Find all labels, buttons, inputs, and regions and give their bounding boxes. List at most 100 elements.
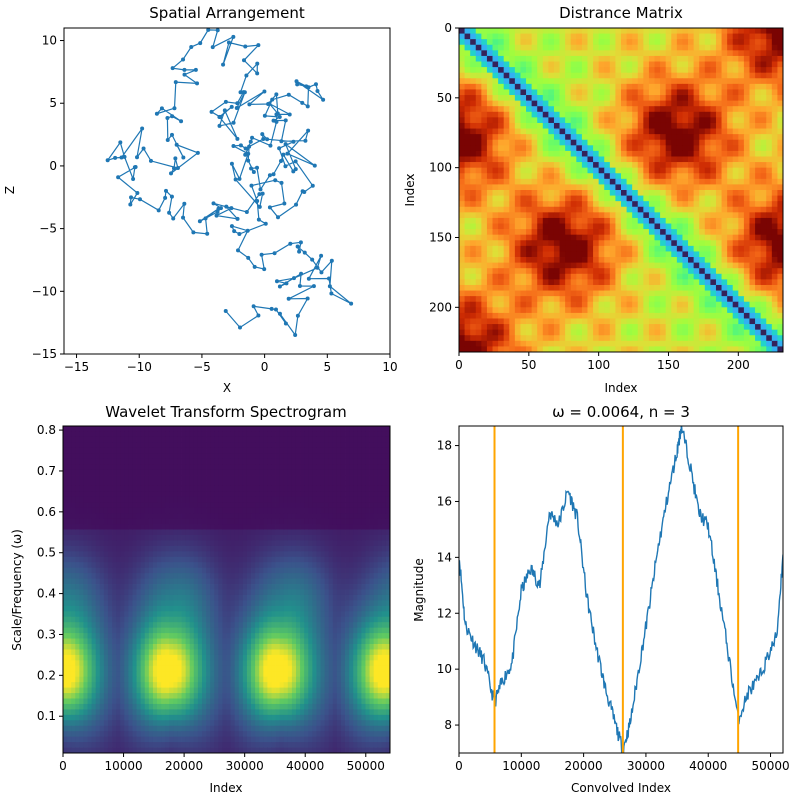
matrix-cell [520,195,527,202]
spectrogram-cell [144,513,150,520]
matrix-cell [570,67,577,74]
matrix-cell [654,268,661,275]
spectrogram-cell [365,431,370,438]
spectrogram-cell [234,431,240,438]
spectrogram-cell [71,442,76,449]
matrix-cell [598,195,605,202]
spectrogram-cell [316,491,321,498]
matrix-cell [531,178,538,185]
matrix-cell [665,106,672,113]
spectrogram-cell [267,464,272,470]
matrix-cell [570,346,577,352]
y-tick-label: 10 [42,34,57,48]
matrix-cell [520,296,527,303]
matrix-cell [526,234,533,241]
matrix-cell [732,111,739,118]
matrix-cell [464,234,471,241]
spectrogram-cell [132,480,137,487]
matrix-cell [470,206,477,213]
matrix-cell [587,72,594,79]
spectrogram-cell [283,436,289,443]
chain-point [141,146,146,151]
spectrogram-cell [201,458,207,465]
matrix-cell [604,262,611,269]
matrix-cell [464,318,471,325]
matrix-cell [492,89,499,96]
matrix-cell [693,162,700,169]
matrix-cell [738,301,745,308]
matrix-cell [654,257,661,264]
spectrogram-cell [385,502,390,509]
matrix-cell [648,150,655,157]
matrix-cell [615,44,622,51]
matrix-cell [671,111,678,118]
chain-point [303,138,308,143]
spectrogram-cell [234,436,240,443]
matrix-cell [526,55,533,62]
spectrogram-cell [120,485,125,492]
matrix-cell [598,95,605,102]
spectrogram-cell [71,485,76,492]
matrix-cell [503,117,510,124]
matrix-cell [553,145,560,152]
matrix-cell [559,190,566,196]
chain-point [182,67,187,72]
spectrogram-cell [242,480,248,487]
matrix-cell [665,111,672,118]
matrix-cell [632,150,639,157]
matrix-cell [576,217,583,224]
matrix-cell [704,201,711,208]
matrix-cell [704,240,711,247]
matrix-cell [738,312,745,319]
matrix-cell [637,318,644,325]
matrix-cell [743,312,750,319]
matrix-cell [498,67,505,74]
spectrogram-cell [365,447,370,454]
matrix-cell [548,307,555,314]
matrix-cell [542,33,549,40]
matrix-cell [660,257,667,264]
matrix-cell [766,312,773,319]
matrix-cell [682,279,689,286]
matrix-cell [643,245,650,252]
matrix-cell [743,195,750,202]
matrix-cell [777,195,783,202]
matrix-cell [514,78,521,85]
matrix-cell [777,217,783,224]
matrix-cell [632,122,639,129]
matrix-cell [732,223,739,230]
spectrogram-cell [185,447,191,454]
matrix-cell [526,122,533,129]
spectrogram-cell [255,447,260,454]
matrix-cell [704,28,711,34]
spectrogram-cell [271,442,276,449]
matrix-cell [481,268,488,275]
matrix-cell [470,335,477,342]
matrix-cell [766,251,773,258]
spectrogram-cell [275,453,281,460]
matrix-cell [598,117,605,124]
matrix-cell [699,67,706,74]
spectrogram-cell [206,475,211,481]
spectrogram-cell [275,485,281,492]
spectrogram-cell [95,502,101,509]
spectrogram-cell [103,480,109,487]
spectrogram-cell [332,513,338,520]
matrix-cell [470,145,477,152]
matrix-cell [553,312,560,319]
matrix-cell [760,217,767,224]
matrix-cell [526,206,533,213]
matrix-cell [665,273,672,280]
matrix-cell [777,279,783,286]
spectrogram-cell [304,426,309,432]
spectrogram-cell [316,502,321,509]
matrix-cell [660,312,667,319]
matrix-cell [743,167,750,174]
spectrogram-cell [279,442,285,449]
spatial-arrangement-plot-area [105,28,354,337]
spectrogram-cell [107,475,113,481]
matrix-cell [565,106,572,113]
matrix-cell [520,156,527,163]
chain-point [284,281,289,286]
matrix-cell [609,89,616,96]
